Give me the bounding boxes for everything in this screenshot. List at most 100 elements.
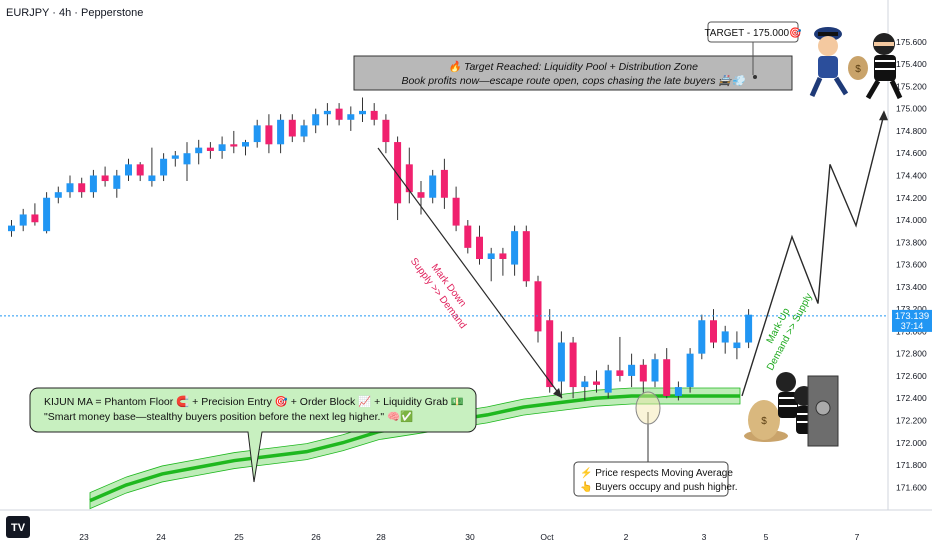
- candle-body: [557, 342, 565, 382]
- price-tick-label: 175.600: [896, 37, 927, 47]
- candle-body: [359, 110, 366, 115]
- price-tick-label: 173.400: [896, 282, 927, 292]
- candle-body: [721, 331, 729, 343]
- candle-body: [300, 125, 308, 137]
- markdown-arrow: [377, 147, 563, 399]
- candle-body: [136, 164, 144, 176]
- price-tick-label: 172.000: [896, 438, 927, 448]
- candle-body: [405, 164, 413, 193]
- projection-arrowhead: [879, 110, 888, 121]
- time-axis[interactable]: 23 24 25 26 28 30 Oct 2 3 5 7: [0, 509, 932, 542]
- candle-body: [522, 231, 530, 282]
- candle-body: [546, 320, 554, 388]
- candle-body: [54, 192, 62, 198]
- candle-body: [394, 142, 402, 204]
- symbol-title: EURJPY · 4h · Pepperstone: [6, 7, 143, 19]
- candle-body: [604, 370, 612, 393]
- candle-body: [8, 225, 15, 232]
- svg-text:TV: TV: [11, 522, 26, 534]
- price-tick-label: 175.400: [896, 59, 927, 69]
- price-tick-label: 174.400: [896, 170, 927, 180]
- kijun-callout: KIJUN MA = Phantom Floor 🧲 + Precision E…: [29, 387, 477, 483]
- candle-body: [89, 175, 97, 193]
- candle-body: [628, 364, 636, 376]
- current-price-box: 173.139 37:14: [892, 309, 932, 332]
- candle-body: [183, 153, 191, 165]
- candle-body: [288, 119, 296, 137]
- candle-body: [581, 381, 589, 388]
- candle-body: [593, 381, 600, 385]
- time-tick-label: 24: [156, 532, 166, 542]
- candle-body: [253, 125, 261, 143]
- svg-text:⚡ Price respects Moving Averag: ⚡ Price respects Moving Average: [580, 466, 733, 479]
- projection-path: [741, 110, 888, 397]
- price-tick-label: 171.800: [896, 460, 927, 470]
- candle-body: [195, 147, 203, 154]
- candle-body: [148, 175, 156, 182]
- candle-body: [370, 110, 378, 120]
- candle-body: [101, 175, 109, 182]
- svg-text:TARGET - 175.000🎯: TARGET - 175.000🎯: [704, 27, 802, 39]
- price-tick-label: 175.000: [896, 104, 927, 114]
- candle-body: [651, 359, 659, 382]
- svg-text:KIJUN MA = Phantom Floor 🧲 +: KIJUN MA = Phantom Floor 🧲 + Precision E…: [44, 395, 464, 408]
- time-tick-label: Oct: [540, 532, 554, 542]
- svg-text:🔥 Target Reached: Liquidity P: 🔥 Target Reached: Liquidity Pool + Distr…: [448, 60, 698, 73]
- svg-text:Book profits now—escape route: Book profits now—escape route open, cops…: [401, 74, 746, 87]
- candle-body: [19, 214, 27, 226]
- ma-band: [89, 387, 741, 510]
- target-banner: 🔥 Target Reached: Liquidity Pool + Distr…: [353, 55, 793, 91]
- candle-body: [663, 359, 671, 396]
- candle-body: [206, 147, 214, 151]
- price-tick-label: 173.800: [896, 237, 927, 247]
- price-tick-label: 174.800: [896, 126, 927, 136]
- candle-body: [78, 183, 86, 193]
- tradingview-logo-icon: TV: [6, 516, 30, 538]
- svg-text:173.139: 173.139: [895, 311, 929, 322]
- time-tick-label: 25: [234, 532, 244, 542]
- candle-body: [674, 387, 682, 396]
- svg-text:$: $: [761, 416, 767, 427]
- candle-body: [218, 144, 226, 151]
- price-tick-label: 172.200: [896, 415, 927, 425]
- candle-body: [417, 192, 425, 198]
- candle-body: [171, 155, 179, 159]
- candle-body: [511, 231, 519, 265]
- candle-body: [230, 144, 238, 147]
- price-tick-label: 174.600: [896, 148, 927, 158]
- target-tag: TARGET - 175.000🎯: [704, 21, 802, 75]
- candle-body: [43, 197, 51, 232]
- time-tick-label: 5: [764, 532, 769, 542]
- candle-body: [347, 114, 355, 120]
- candle-body: [616, 370, 624, 376]
- candle-series: [8, 97, 753, 401]
- price-tick-label: 172.600: [896, 371, 927, 381]
- candle-body: [335, 108, 343, 120]
- candle-body: [733, 342, 741, 349]
- thief-with-money-bag-icon: $: [848, 33, 903, 100]
- candle-body: [265, 125, 273, 145]
- candle-body: [125, 164, 132, 176]
- candle-body: [277, 119, 285, 145]
- time-tick-label: 2: [624, 532, 629, 542]
- time-tick-label: 28: [376, 532, 386, 542]
- candle-body: [476, 236, 483, 259]
- candle-body: [464, 225, 472, 248]
- price-tick-label: 173.600: [896, 260, 927, 270]
- time-tick-label: 30: [465, 532, 475, 542]
- candle-body: [323, 110, 331, 115]
- candle-body: [113, 175, 121, 189]
- price-tick-label: 174.000: [896, 215, 927, 225]
- svg-text:37:14: 37:14: [901, 321, 924, 331]
- candle-body: [31, 214, 39, 223]
- price-tick-label: 174.200: [896, 193, 927, 203]
- price-tick-label: 171.600: [896, 482, 927, 492]
- projection-line: [741, 114, 885, 397]
- candle-body: [382, 119, 390, 143]
- svg-text:👆 Buyers occupy and push high: 👆 Buyers occupy and push higher.: [580, 480, 738, 493]
- burglars-at-safe-icon: $: [744, 372, 839, 447]
- candle-body: [242, 142, 249, 147]
- svg-text:$: $: [855, 64, 861, 75]
- time-tick-label: 26: [311, 532, 321, 542]
